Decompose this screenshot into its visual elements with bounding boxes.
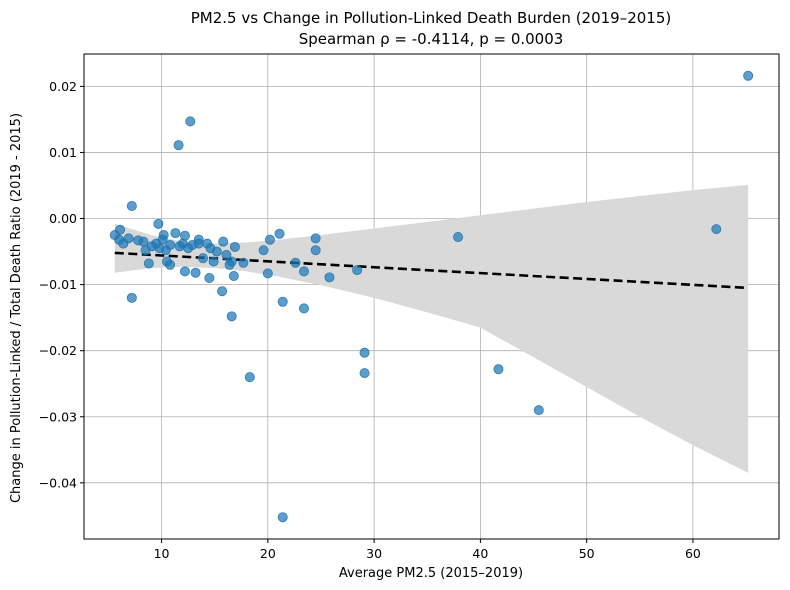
data-points bbox=[109, 70, 754, 523]
data-point bbox=[138, 236, 149, 247]
data-point bbox=[743, 70, 754, 81]
data-point bbox=[453, 232, 464, 243]
data-point bbox=[298, 266, 309, 277]
y-axis-ticks: 0.02 0.01 0.00 −0.01 −0.02 −0.03 −0.04 bbox=[39, 79, 84, 490]
x-tick-label: 10 bbox=[154, 546, 170, 561]
x-tick-label: 30 bbox=[366, 546, 382, 561]
data-point bbox=[290, 257, 301, 268]
plot-frame bbox=[83, 53, 780, 540]
data-point bbox=[244, 372, 255, 383]
y-tick-label: 0.00 bbox=[49, 211, 77, 226]
data-point bbox=[274, 228, 285, 239]
data-point bbox=[277, 296, 288, 307]
data-point bbox=[198, 253, 209, 264]
x-tick-label: 50 bbox=[579, 546, 595, 561]
y-tick-label: 0.01 bbox=[49, 145, 77, 160]
data-point bbox=[310, 233, 321, 244]
data-point bbox=[165, 259, 176, 270]
x-tick-label: 20 bbox=[260, 546, 276, 561]
y-tick-label: −0.02 bbox=[39, 343, 77, 358]
data-point bbox=[221, 249, 232, 260]
data-point bbox=[262, 268, 273, 279]
data-point bbox=[165, 239, 176, 250]
data-point bbox=[115, 224, 126, 235]
data-point bbox=[179, 266, 190, 277]
data-point bbox=[226, 256, 237, 267]
data-point bbox=[533, 405, 544, 416]
chart-subtitle: Spearman ρ = -0.4114, p = 0.0003 bbox=[299, 30, 564, 48]
data-point bbox=[123, 233, 134, 244]
data-point bbox=[226, 311, 237, 322]
data-point bbox=[208, 256, 219, 267]
x-axis-ticks: 10 20 30 40 50 60 bbox=[154, 539, 701, 561]
data-point bbox=[493, 364, 504, 375]
x-axis-label: Average PM2.5 (2015–2019) bbox=[339, 566, 523, 581]
y-axis-label: Change in Pollution-Linked / Total Death… bbox=[9, 113, 24, 503]
confidence-band bbox=[114, 184, 749, 473]
data-point bbox=[264, 234, 275, 245]
data-point bbox=[211, 246, 222, 257]
trend-line-group bbox=[114, 251, 749, 290]
data-point bbox=[298, 303, 309, 314]
y-tick-label: −0.04 bbox=[39, 475, 77, 490]
data-point bbox=[359, 347, 370, 358]
data-point bbox=[170, 228, 181, 239]
data-point bbox=[179, 230, 190, 241]
data-point bbox=[258, 245, 269, 256]
data-point bbox=[217, 286, 228, 297]
data-point bbox=[711, 224, 722, 235]
data-point bbox=[173, 140, 184, 151]
confidence-band-area bbox=[114, 184, 749, 473]
x-tick-label: 60 bbox=[685, 546, 701, 561]
data-point bbox=[238, 257, 249, 268]
data-point bbox=[158, 230, 169, 241]
y-tick-label: −0.03 bbox=[39, 409, 77, 424]
y-tick-label: −0.01 bbox=[39, 277, 77, 292]
data-point bbox=[190, 267, 201, 278]
data-point bbox=[277, 512, 288, 523]
x-tick-label: 40 bbox=[472, 546, 488, 561]
data-point bbox=[126, 200, 137, 211]
data-point bbox=[352, 265, 363, 276]
data-point bbox=[310, 245, 321, 256]
chart-title: PM2.5 vs Change in Pollution-Linked Deat… bbox=[191, 9, 672, 27]
data-point bbox=[126, 292, 137, 303]
data-point bbox=[359, 368, 370, 379]
data-point bbox=[204, 272, 215, 283]
data-point bbox=[153, 218, 164, 229]
data-point bbox=[228, 271, 239, 282]
data-point bbox=[193, 238, 204, 249]
data-point bbox=[185, 116, 196, 127]
data-point bbox=[229, 241, 240, 252]
data-point bbox=[218, 236, 229, 247]
trend-line bbox=[114, 251, 749, 290]
data-point bbox=[324, 272, 335, 283]
data-point bbox=[143, 258, 154, 269]
y-tick-label: 0.02 bbox=[49, 79, 77, 94]
